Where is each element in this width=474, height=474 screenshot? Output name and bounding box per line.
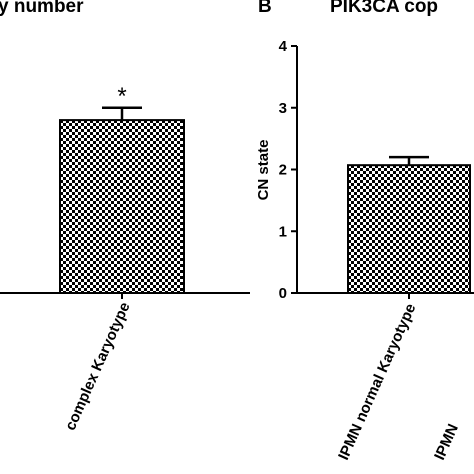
- panel-title: y number: [0, 0, 84, 17]
- bar: [59, 119, 185, 294]
- y-tick-label: 4: [279, 38, 288, 55]
- bar: [347, 164, 471, 295]
- annotation: *: [117, 83, 126, 110]
- y-tick-label: 2: [279, 162, 287, 179]
- x-tick-label: IPMN: [431, 421, 462, 462]
- y-tick-label: 1: [279, 223, 287, 240]
- panel-title: PIK3CA cop: [330, 0, 438, 17]
- y-tick-label: 3: [279, 100, 287, 117]
- x-tick-label: complex Karyotype: [62, 300, 134, 433]
- x-tick-label: IPMN normal Karyotype: [335, 301, 419, 463]
- y-axis-label: CN state: [255, 140, 272, 201]
- y-tick-label: 0: [279, 285, 287, 302]
- panel-label: B: [258, 0, 272, 17]
